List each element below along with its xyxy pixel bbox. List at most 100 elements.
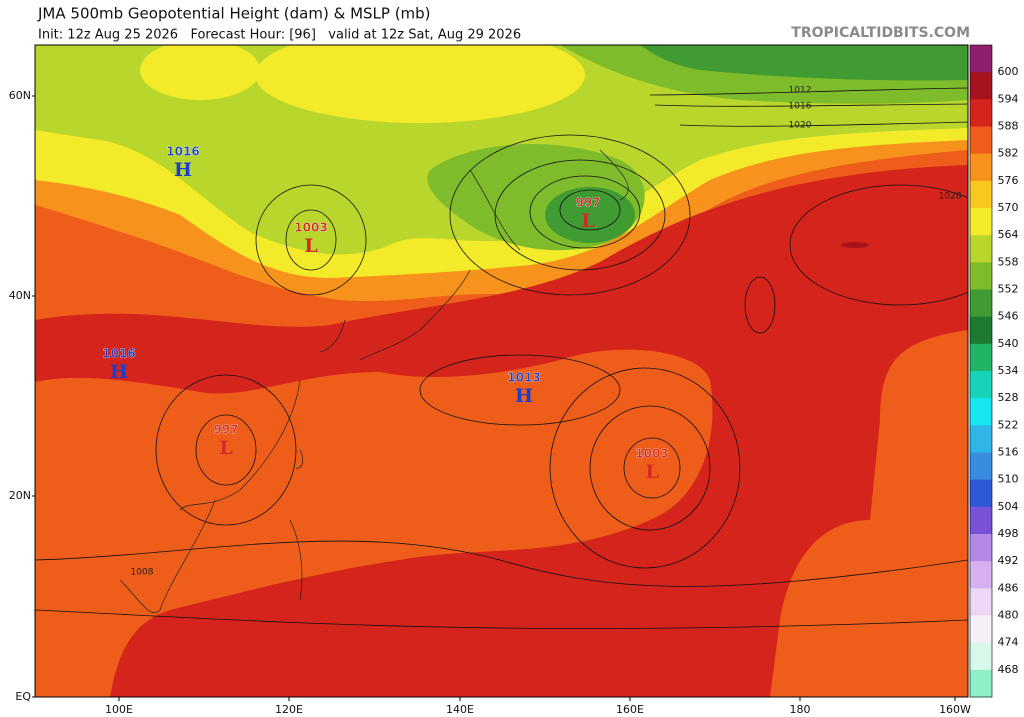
colorbar-segment [970, 371, 992, 399]
lat-label: 20N [9, 489, 31, 502]
colorbar-label: 570 [998, 201, 1019, 214]
field-552-low [545, 187, 635, 243]
colorbar-label: 522 [998, 418, 1019, 431]
colorbar-segment [970, 479, 992, 508]
colorbar-label: 468 [998, 663, 1019, 676]
field-552 [640, 45, 968, 81]
contour-label: 1016 [789, 102, 812, 112]
pressure-symbol: L [581, 210, 594, 232]
pressure-value: 1016 [166, 145, 199, 159]
colorbar-segment [970, 153, 992, 182]
colorbar-label: 498 [998, 527, 1019, 540]
contour-label: 1020 [789, 121, 812, 131]
map-frame [34, 44, 969, 698]
pressure-value: 1003 [294, 221, 327, 235]
colorbar-label: 534 [998, 364, 1019, 377]
isobar [649, 87, 968, 96]
field-570-patch [255, 45, 585, 123]
colorbar-frame [969, 44, 993, 698]
isobar [285, 209, 337, 271]
colorbar-label: 504 [998, 500, 1019, 513]
field-594 [841, 242, 869, 248]
coastlines [119, 149, 629, 613]
lon-label: 160W [939, 703, 971, 716]
colorbar-label: 546 [998, 310, 1019, 323]
colorbar-label: 510 [998, 473, 1019, 486]
colorbar-segment [970, 343, 992, 372]
colorbar-segment [970, 262, 992, 290]
colorbar-label: 588 [998, 120, 1019, 133]
isobar [623, 437, 681, 499]
colorbar-label: 582 [998, 147, 1019, 160]
colorbar-segment [970, 425, 992, 453]
isobar [789, 184, 968, 306]
coastline [119, 149, 629, 613]
pressure-symbol: L [219, 437, 232, 459]
lat-label: 40N [9, 289, 31, 302]
colorbar-segment [970, 72, 992, 100]
colorbar-label: 576 [998, 174, 1019, 187]
pressure-value: 997 [213, 423, 238, 437]
pressure-value: 997 [575, 196, 600, 210]
lon-label: 140E [446, 703, 474, 716]
lat-label: EQ [15, 690, 31, 703]
colorbar-label: 516 [998, 446, 1019, 459]
colorbar-segment [970, 506, 992, 535]
map-subtitle: Init: 12z Aug 25 2026 Forecast Hour: [96… [38, 28, 521, 43]
colorbar: 600 594 588 582 576 570 564 558 552 546 540 534 528 5… [969, 44, 1019, 698]
isobar [255, 184, 367, 296]
contour-label: 1028 [939, 192, 962, 202]
colorbar-label: 594 [998, 92, 1019, 105]
colorbar-segment [970, 126, 992, 155]
colorbar-label: 564 [998, 228, 1019, 241]
pressure-symbol: L [304, 235, 317, 257]
isobar [589, 405, 711, 531]
map-title: JMA 500mb Geopotential Height (dam) & MS… [37, 5, 431, 23]
colorbar-label: 558 [998, 255, 1019, 268]
colorbar-segment [970, 99, 992, 127]
isobar [529, 175, 641, 249]
colorbar-segment [970, 45, 992, 73]
colorbar-segment [970, 534, 992, 562]
isobar [35, 609, 968, 629]
colorbar-segment [970, 180, 992, 209]
colorbar-segment [970, 316, 992, 345]
colorbar-label: 600 [998, 65, 1019, 78]
colorbar-segment [970, 642, 992, 671]
isobar [654, 103, 968, 107]
pressure-symbol: H [515, 385, 533, 407]
pressure-value: 1003 [635, 447, 668, 461]
colorbar-segment [970, 452, 992, 481]
colorbar-label: 474 [998, 636, 1019, 649]
colorbar-segment [970, 615, 992, 644]
lon-label: 100E [105, 703, 133, 716]
isobar [449, 134, 691, 296]
pressure-value: 1013 [507, 371, 540, 385]
pressure-symbol: L [645, 461, 658, 483]
field-588 [35, 165, 968, 697]
isobar [559, 189, 621, 231]
colorbar-segment [970, 235, 992, 263]
colorbar-segment [970, 588, 992, 616]
colorbar-label: 552 [998, 283, 1019, 296]
contour-label: 1008 [131, 568, 154, 578]
colorbar-segment [970, 289, 992, 318]
lat-label: 60N [9, 89, 31, 102]
contour-label: 1012 [789, 86, 812, 96]
isobar [155, 374, 297, 526]
colorbar-label: 486 [998, 581, 1019, 594]
field-570-patch [140, 45, 260, 100]
isobars [35, 87, 968, 629]
isobar [549, 367, 741, 569]
isobar [419, 354, 621, 426]
colorbar-segment [970, 669, 992, 698]
watermark: TROPICALTIDBITS.COM [791, 25, 970, 41]
pressure-symbol: H [110, 361, 128, 383]
isobar [35, 540, 968, 587]
colorbar-label: 540 [998, 337, 1019, 350]
isobar [494, 159, 666, 271]
colorbar-label: 480 [998, 609, 1019, 622]
pressure-value: 1016 [102, 347, 135, 361]
